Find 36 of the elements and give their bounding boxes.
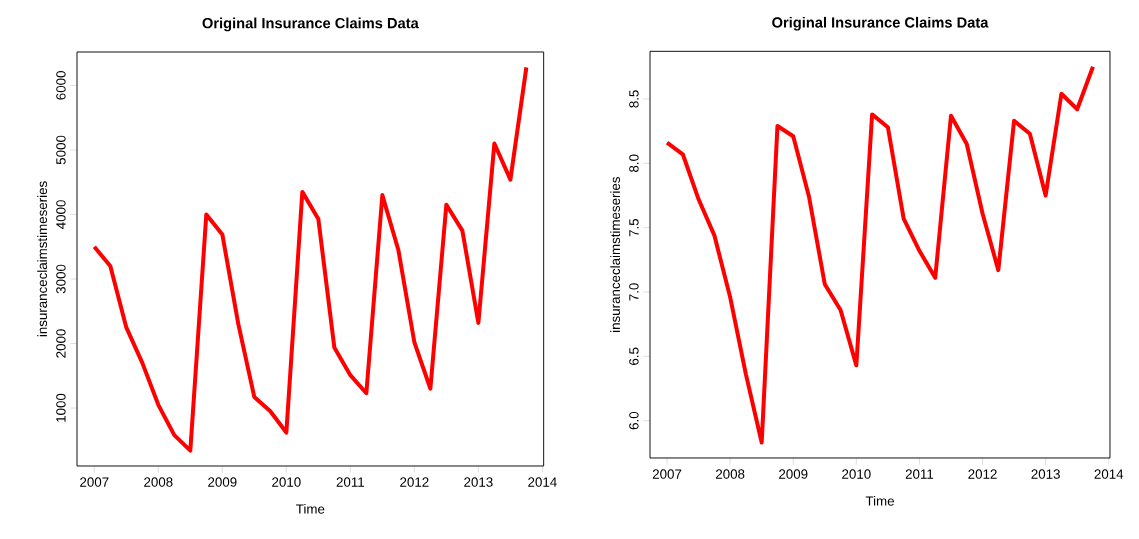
- x-tick-label: 2010: [272, 477, 301, 487]
- x-tick-label: 2011: [905, 469, 934, 479]
- x-tick-label: 2008: [144, 477, 173, 487]
- y-tick-label: 6.0: [629, 411, 639, 430]
- chart-title: Original Insurance Claims Data: [202, 17, 419, 32]
- x-tick-label: 2012: [400, 477, 429, 487]
- y-tick-label: 7.5: [629, 218, 639, 237]
- y-tick-label: 8.0: [629, 154, 639, 172]
- x-tick-label: 2007: [652, 469, 682, 479]
- y-tick-label: 1000: [56, 393, 66, 422]
- line-series: [665, 64, 1095, 445]
- y-tick-label: 6.5: [629, 347, 639, 365]
- x-tick-label: 2013: [464, 477, 493, 487]
- x-tick-label: 2014: [1094, 469, 1124, 479]
- x-tick-label: 2013: [1031, 469, 1060, 479]
- y-tick-label: 7.0: [629, 283, 639, 301]
- x-axis-title: Time: [865, 495, 894, 506]
- line-series: [92, 65, 529, 453]
- x-tick-label: 2010: [842, 469, 871, 479]
- x-tick-label: 2012: [968, 469, 997, 479]
- x-tick-label: 2009: [779, 469, 808, 479]
- y-tick-label: 3000: [56, 264, 66, 294]
- y-tick-label: 2000: [56, 329, 66, 358]
- y-tick-label: 4000: [56, 200, 66, 229]
- x-axis-title: Time: [296, 503, 325, 514]
- y-tick-label: 6000: [56, 71, 66, 100]
- y-axis-title: insuranceclaimstimeseries: [610, 176, 621, 332]
- chart-title: Original Insurance Claims Data: [772, 16, 989, 31]
- x-tick-label: 2014: [528, 477, 557, 487]
- y-tick-label: 8.5: [629, 90, 639, 108]
- y-tick-label: 5000: [56, 135, 66, 165]
- x-tick-label: 2011: [336, 477, 365, 487]
- x-tick-label: 2008: [715, 469, 745, 479]
- x-tick-label: 2009: [208, 477, 237, 487]
- y-axis-title: insuranceclaimstimeseries: [37, 181, 48, 337]
- x-tick-label: 2007: [80, 477, 109, 487]
